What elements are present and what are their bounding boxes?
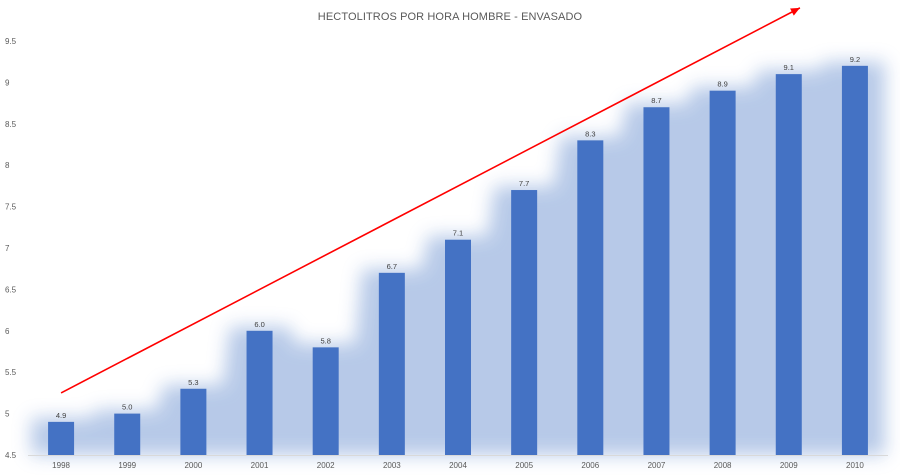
y-tick-label: 6 (5, 327, 10, 336)
data-label-2005: 7.7 (519, 179, 529, 188)
x-tick-label: 2001 (251, 461, 269, 470)
bar-2004 (445, 239, 471, 455)
trend-arrow (60, 7, 801, 394)
bar-2005 (511, 190, 538, 456)
y-tick-label: 8.5 (5, 120, 17, 129)
bar-1998 (48, 421, 75, 455)
x-tick-label: 2007 (648, 461, 666, 470)
x-tick-label: 2006 (581, 461, 599, 470)
x-tick-label: 2008 (714, 461, 732, 470)
data-labels: 4.9 5.0 5.3 6.0 5.8 6.7 7.1 7.7 8.3 8.7 8.9 9.1 9.2 (56, 55, 860, 420)
y-tick-label: 8 (5, 161, 10, 170)
bar-2006 (577, 140, 604, 456)
bar-1999 (114, 413, 141, 455)
x-tick-label: 1998 (52, 461, 70, 470)
x-tick-label: 2010 (846, 461, 864, 470)
x-tick-label: 2003 (383, 461, 401, 470)
data-label-2003: 6.7 (387, 262, 397, 271)
data-label-1999: 5.0 (122, 403, 132, 412)
y-tick-label: 5.5 (5, 368, 17, 377)
bar-2000 (180, 388, 207, 455)
bar-2001 (246, 330, 273, 455)
y-tick-label: 7.5 (5, 203, 17, 212)
bar-2009 (775, 74, 802, 456)
y-tick-label: 9.5 (5, 37, 17, 46)
x-tick-label: 2009 (780, 461, 798, 470)
bar-2007 (643, 107, 670, 456)
data-label-2004: 7.1 (453, 229, 463, 238)
data-label-2007: 8.7 (651, 96, 661, 105)
x-tick-label: 2000 (184, 461, 202, 470)
y-tick-label: 5 (5, 410, 10, 419)
data-label-2006: 8.3 (585, 129, 595, 138)
x-tick-label: 2005 (515, 461, 533, 470)
axes: 4.5 5 5.5 6 6.5 7 7.5 8 8.5 9 9.5 1998 1999 2000 2001 2… (5, 37, 888, 470)
x-tick-label: 2002 (317, 461, 335, 470)
data-label-2002: 5.8 (320, 336, 330, 345)
trend-arrow-head (790, 7, 800, 16)
chart-title: HECTOLITROS POR HORA HOMBRE - ENVASADO (317, 11, 583, 23)
trend-arrow-line (60, 7, 801, 394)
data-label-2000: 5.3 (188, 378, 198, 387)
data-label-2009: 9.1 (784, 63, 794, 72)
data-label-1998: 4.9 (56, 411, 66, 420)
data-label-2008: 8.9 (717, 80, 727, 89)
y-tick-label: 9 (5, 78, 10, 87)
y-tick-label: 6.5 (5, 285, 17, 294)
y-tick-label: 4.5 (5, 451, 17, 460)
data-label-2010: 9.2 (850, 55, 860, 64)
bar-2008 (709, 90, 736, 456)
x-tick-label: 1999 (118, 461, 136, 470)
bar-2010 (841, 65, 868, 455)
bar-2002 (312, 347, 339, 455)
bar-2003 (378, 272, 405, 455)
y-tick-label: 7 (5, 244, 10, 253)
x-tick-label: 2004 (449, 461, 467, 470)
data-label-2001: 6.0 (254, 320, 264, 329)
bars (48, 65, 868, 456)
